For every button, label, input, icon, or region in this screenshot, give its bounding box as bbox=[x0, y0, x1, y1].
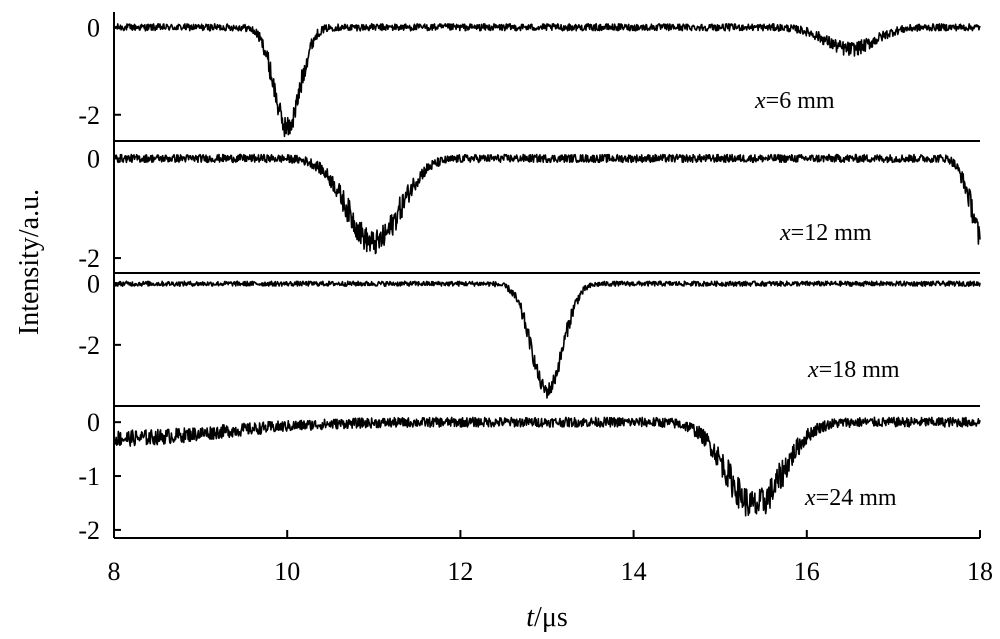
x-tick-label: 8 bbox=[108, 557, 121, 586]
panel-label-var: x bbox=[807, 357, 819, 383]
panel-3: 0 -2 x=18 mm bbox=[78, 270, 981, 406]
panel-label-rest: =18 mm bbox=[819, 357, 900, 383]
panel-label-var: x bbox=[754, 88, 766, 114]
y-tick-label: -2 bbox=[78, 101, 100, 130]
panel-label-var: x bbox=[804, 485, 816, 511]
panel-1: 0 -2 x=6 mm bbox=[78, 12, 981, 141]
x-tick-label: 18 bbox=[967, 557, 993, 586]
x-tick-label: 14 bbox=[621, 557, 647, 586]
panel-label-1: x=6 mm bbox=[754, 88, 835, 114]
panel-2: 0 -2 x=12 mm bbox=[78, 140, 981, 273]
y-tick-label: 0 bbox=[87, 408, 100, 437]
x-tick-label: 12 bbox=[447, 557, 473, 586]
series-line-2 bbox=[113, 153, 981, 255]
panel-label-2: x=12 mm bbox=[779, 220, 872, 246]
series-line-3 bbox=[113, 280, 981, 399]
panel-label-rest: =12 mm bbox=[791, 220, 872, 246]
panel-label-var: x bbox=[779, 220, 791, 246]
y-tick-label: -2 bbox=[78, 331, 100, 360]
panel-label-rest: =6 mm bbox=[766, 88, 835, 114]
y-tick-label: -2 bbox=[78, 244, 100, 273]
panels: 0-2 x=6 mm0-2x=12 mm0-2x=18 mm0-1-2x=24 m… bbox=[78, 12, 981, 545]
panel-label-rest: =24 mm bbox=[816, 485, 897, 511]
x-axis: 8 10 12 14 16 18 bbox=[108, 530, 993, 586]
y-tick-label: 0 bbox=[87, 270, 100, 299]
panel-4: 0 -1 -2 x=24 mm bbox=[78, 405, 981, 545]
y-axis-label: Intensity/a.u. bbox=[14, 189, 45, 335]
y-tick-label: -1 bbox=[78, 462, 100, 491]
x-axis-label-unit: /μs bbox=[534, 602, 568, 633]
panel-label-3: x=18 mm bbox=[807, 357, 900, 383]
y-tick-label: 0 bbox=[87, 144, 100, 173]
x-tick-label: 16 bbox=[794, 557, 820, 586]
y-tick-label: 0 bbox=[87, 13, 100, 42]
x-axis-label-var: t bbox=[526, 602, 535, 633]
x-axis-label: t/μs bbox=[526, 602, 567, 633]
series-line-4 bbox=[113, 416, 981, 517]
panel-label-4: x=24 mm bbox=[804, 485, 897, 511]
y-tick-label: -2 bbox=[78, 516, 100, 545]
x-tick-label: 10 bbox=[274, 557, 300, 586]
series-line-1 bbox=[113, 23, 981, 138]
